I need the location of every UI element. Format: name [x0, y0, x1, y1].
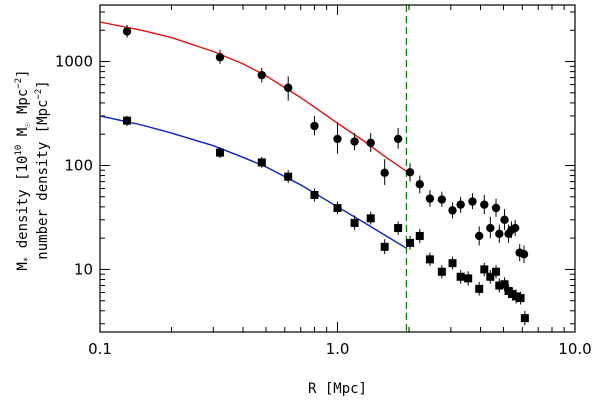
data-point-circle	[486, 223, 495, 233]
data-point-circle	[333, 134, 342, 144]
y-tick-label: 10	[74, 260, 93, 278]
data-point-circle	[448, 206, 457, 215]
data-point-circle	[215, 53, 225, 62]
data-point-square	[512, 292, 521, 301]
data-point-square	[406, 238, 415, 247]
data-point-square	[500, 280, 509, 289]
svg-text:number density [Mpc−2]: number density [Mpc−2]	[34, 80, 51, 259]
y-tick-label: 100	[64, 156, 93, 174]
data-point-square	[495, 281, 504, 290]
number-series	[123, 115, 529, 326]
data-series	[122, 24, 529, 326]
data-point-circle	[122, 27, 132, 36]
data-point-square	[215, 148, 224, 157]
data-point-circle	[257, 70, 266, 80]
data-point-circle	[405, 168, 415, 177]
x-tick-label: 10.0	[558, 340, 591, 358]
y-tick-label: 1000	[55, 53, 93, 71]
data-point-circle	[393, 134, 403, 144]
data-point-square	[464, 274, 473, 283]
data-point-square	[480, 265, 489, 274]
data-point-square	[516, 294, 525, 303]
data-point-circle	[437, 195, 447, 204]
data-point-circle	[468, 197, 477, 206]
fit-curves	[99, 21, 407, 249]
data-point-square	[456, 272, 465, 281]
data-point-square	[333, 203, 342, 212]
data-point-circle	[480, 200, 489, 209]
data-point-circle	[519, 250, 529, 259]
data-point-circle	[474, 231, 484, 241]
x-tick-label: 0.1	[88, 340, 112, 358]
number-fit-curve	[99, 115, 407, 249]
data-point-circle	[366, 138, 375, 148]
data-point-circle	[310, 121, 319, 131]
data-point-circle	[380, 168, 389, 178]
data-point-square	[437, 267, 446, 276]
x-tick-label: 1.0	[326, 340, 350, 358]
data-point-square	[350, 218, 359, 227]
svg-text:M* density [1010 M☉ Mpc−2]: M* density [1010 M☉ Mpc−2]	[14, 69, 33, 270]
data-point-circle	[456, 200, 465, 209]
data-point-square	[284, 172, 293, 181]
stellar-fit-curve	[99, 21, 407, 172]
data-point-circle	[415, 180, 424, 189]
data-point-square	[492, 267, 501, 276]
stellar-series	[122, 24, 529, 264]
data-point-circle	[500, 215, 509, 225]
data-point-square	[520, 314, 529, 323]
data-point-square	[475, 284, 484, 293]
data-point-circle	[425, 194, 435, 203]
data-point-square	[448, 259, 457, 268]
data-point-circle	[491, 203, 501, 213]
y-axis-label-line1: M* density [1010 M☉ Mpc−2]	[14, 69, 33, 270]
data-point-circle	[350, 137, 359, 146]
data-point-square	[425, 255, 434, 264]
data-point-circle	[495, 229, 504, 239]
y-axis-label-line2: number density [Mpc−2]	[34, 80, 51, 259]
data-point-square	[380, 242, 389, 251]
tick-labels: 0.1 1.0 10.0 10 100 1000	[55, 53, 592, 358]
data-point-square	[123, 116, 132, 125]
data-point-square	[257, 158, 266, 167]
data-point-square	[415, 231, 424, 240]
data-point-square	[310, 191, 319, 200]
x-axis-label: R [Mpc]	[308, 381, 367, 397]
data-point-square	[486, 272, 495, 281]
data-point-circle	[283, 83, 293, 92]
data-point-square	[366, 214, 375, 223]
data-point-square	[394, 224, 403, 233]
data-point-circle	[510, 223, 520, 233]
